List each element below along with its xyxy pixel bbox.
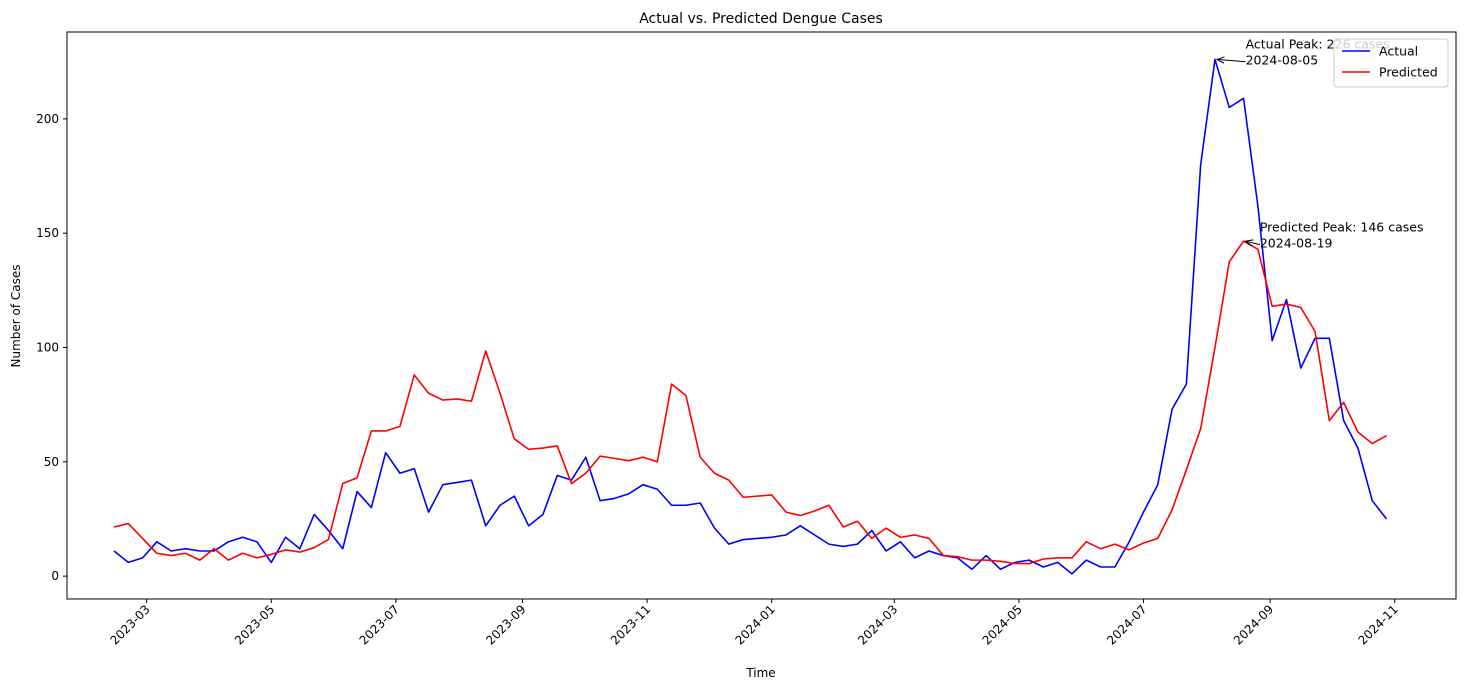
- x-tick-label: 2023-11: [608, 602, 653, 647]
- annotations: Actual Peak: 226 cases2024-08-05Predicte…: [1215, 37, 1424, 251]
- plot-frame: [66, 31, 1457, 600]
- x-tick-label: 2023-07: [357, 602, 402, 647]
- x-tick-label: 2023-05: [232, 602, 277, 647]
- annotation-arrow: [1216, 58, 1246, 63]
- annotation-arrowhead: [1244, 239, 1254, 247]
- annotation-arrowhead: [1215, 56, 1225, 64]
- annotation-arrow: [1245, 240, 1260, 246]
- legend: Actual Predicted: [1333, 38, 1449, 88]
- x-axis-title: Time: [745, 666, 775, 680]
- y-tick-label: 200: [36, 112, 59, 126]
- annotation-text: Predicted Peak: 146 cases: [1260, 220, 1424, 235]
- plot-area: [113, 58, 1388, 575]
- x-tick-label: 2024-01: [732, 602, 777, 647]
- y-axis-title: Number of Cases: [9, 264, 23, 367]
- chart-title: Actual vs. Predicted Dengue Cases: [639, 11, 883, 27]
- y-tick-label: 100: [36, 341, 59, 355]
- annotation-text: 2024-08-05: [1246, 53, 1319, 68]
- y-tick-label: 0: [51, 569, 59, 583]
- x-tick-label: 2024-03: [855, 602, 900, 647]
- legend-label: Actual: [1379, 44, 1418, 59]
- x-tick-label: 2024-11: [1355, 602, 1400, 647]
- legend-label: Predicted: [1379, 65, 1438, 80]
- x-tick-label: 2024-05: [980, 602, 1025, 647]
- x-tick-label: 2023-03: [107, 602, 152, 647]
- x-tick-label: 2023-09: [483, 602, 528, 647]
- x-tick-label: 2024-09: [1231, 602, 1276, 647]
- y-tick-label: 150: [36, 226, 59, 240]
- x-axis: 2023-03 2023-05 2023-07 2023-09 2023-11 2024-…: [107, 599, 1401, 648]
- series-line-actual: [113, 58, 1388, 575]
- y-tick-label: 50: [44, 455, 59, 469]
- series-line-predicted: [113, 240, 1387, 565]
- x-tick-label: 2024-07: [1104, 602, 1149, 647]
- annotation-text: 2024-08-19: [1260, 236, 1333, 251]
- y-axis: 0 50 100 150 200: [36, 112, 67, 583]
